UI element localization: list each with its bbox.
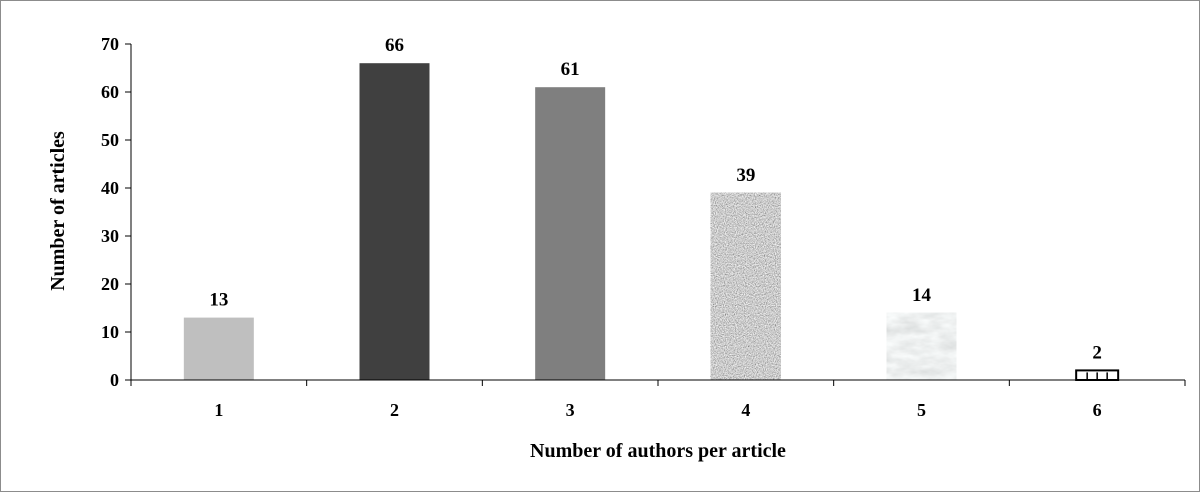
- x-tick-label-2: 2: [390, 400, 399, 420]
- y-tick-label-60: 60: [101, 82, 119, 102]
- x-tick-label-3: 3: [566, 400, 575, 420]
- bar-4: [710, 192, 781, 380]
- y-tick-label-10: 10: [101, 322, 119, 342]
- x-tick-label-4: 4: [741, 400, 750, 420]
- x-tick-label-1: 1: [214, 400, 223, 420]
- data-label-6: 2: [1092, 342, 1102, 363]
- y-tick-label-20: 20: [101, 274, 119, 294]
- y-axis-title: Number of articles: [47, 131, 69, 291]
- bar-1: [183, 317, 254, 380]
- x-axis-title: Number of authors per article: [530, 440, 786, 462]
- bar-5: [886, 312, 957, 380]
- y-tick-label-40: 40: [101, 178, 119, 198]
- bar-2: [359, 63, 430, 380]
- data-label-5: 14: [912, 285, 932, 306]
- y-tick-label-50: 50: [101, 130, 119, 150]
- x-tick-label-6: 6: [1093, 400, 1102, 420]
- data-label-3: 61: [561, 59, 580, 80]
- y-tick-label-0: 0: [110, 370, 119, 390]
- bar-3: [535, 87, 606, 380]
- y-tick-label-70: 70: [101, 34, 119, 54]
- y-tick-label-30: 30: [101, 226, 119, 246]
- data-label-4: 39: [736, 165, 755, 186]
- data-label-2: 66: [385, 35, 404, 56]
- data-label-1: 13: [209, 290, 228, 311]
- x-tick-label-5: 5: [917, 400, 926, 420]
